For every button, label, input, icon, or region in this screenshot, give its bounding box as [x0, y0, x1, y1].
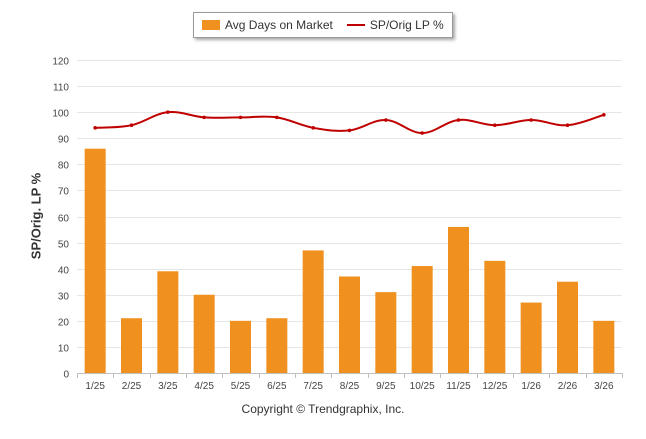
x-tick-label: 4/25	[194, 381, 214, 392]
x-tick-label: 6/25	[267, 381, 287, 392]
copyright: Copyright © Trendgraphix, Inc.	[241, 402, 405, 416]
line-point	[202, 115, 206, 120]
x-tick-label: 10/25	[410, 381, 435, 392]
line-point	[166, 110, 170, 114]
line-point	[129, 123, 134, 128]
y-tick-label: 0	[63, 370, 69, 381]
line-point	[529, 118, 533, 122]
line-point	[493, 123, 497, 128]
x-tick-label: 1/26	[521, 381, 541, 392]
bar	[84, 148, 106, 373]
line-point	[456, 118, 461, 122]
legend-label-bar: Avg Days on Market	[225, 18, 333, 32]
y-tick-label: 110	[53, 83, 69, 94]
y-tick-label: 30	[58, 292, 70, 303]
bar	[593, 320, 615, 373]
bar	[520, 302, 542, 373]
bar	[157, 271, 179, 373]
x-tick-label: 8/25	[340, 381, 360, 392]
bar	[266, 318, 288, 373]
axes: 0 10 20 30 40 50 60 70 80 90 100 110 120 1/25 2/25 3/25…	[52, 57, 623, 392]
line-point	[347, 128, 352, 133]
bar	[230, 320, 251, 373]
bar	[484, 260, 506, 373]
legend-item-bar[interactable]: Avg Days on Market	[194, 18, 333, 32]
line-series	[93, 110, 606, 135]
x-tick-label: 5/25	[231, 381, 251, 392]
y-tick-label: 80	[58, 161, 70, 172]
legend-swatch-bar	[202, 20, 220, 30]
line-point	[565, 123, 570, 128]
legend-label-line: SP/Orig LP %	[369, 18, 444, 32]
line-point	[384, 118, 388, 122]
y-tick-label: 70	[58, 187, 70, 198]
y-axis-title: SP/Orig. LP %	[28, 172, 44, 260]
y-tick-label: 60	[58, 214, 70, 225]
line-point	[275, 115, 279, 120]
bar	[557, 281, 578, 373]
bar-series	[84, 148, 615, 373]
bar	[193, 294, 215, 373]
y-tick-label: 20	[58, 318, 70, 329]
y-tick-label: 50	[58, 240, 70, 251]
y-tick-label: 40	[58, 266, 70, 277]
x-tick-label: 11/25	[446, 381, 471, 392]
bar	[411, 266, 433, 373]
bar	[448, 226, 469, 373]
y-tick-label: 120	[52, 57, 69, 68]
y-tick-label: 100	[52, 109, 69, 120]
bar	[302, 250, 324, 373]
line-point	[311, 126, 315, 130]
x-tick-label: 3/26	[594, 381, 614, 392]
line-point	[238, 115, 243, 120]
y-tick-label: 90	[58, 135, 70, 146]
legend-swatch-line	[346, 24, 365, 26]
y-tick-label: 10	[58, 344, 70, 355]
legend-item-line[interactable]: SP/Orig LP %	[333, 18, 444, 32]
bar	[375, 292, 397, 373]
bar	[121, 318, 142, 373]
x-tick-label: 12/25	[482, 381, 507, 392]
x-tick-label: 7/25	[303, 381, 323, 392]
line-point	[93, 126, 97, 130]
legend: Avg Days on Market SP/Orig LP %	[193, 12, 453, 38]
line-point	[420, 131, 424, 135]
x-tick-label: 3/25	[158, 381, 178, 392]
bar	[339, 276, 360, 373]
x-tick-label: 1/25	[85, 381, 105, 392]
x-tick-label: 9/25	[376, 381, 396, 392]
x-tick-label: 2/26	[558, 381, 578, 392]
line-point	[602, 112, 606, 117]
x-tick-label: 2/25	[122, 381, 142, 392]
